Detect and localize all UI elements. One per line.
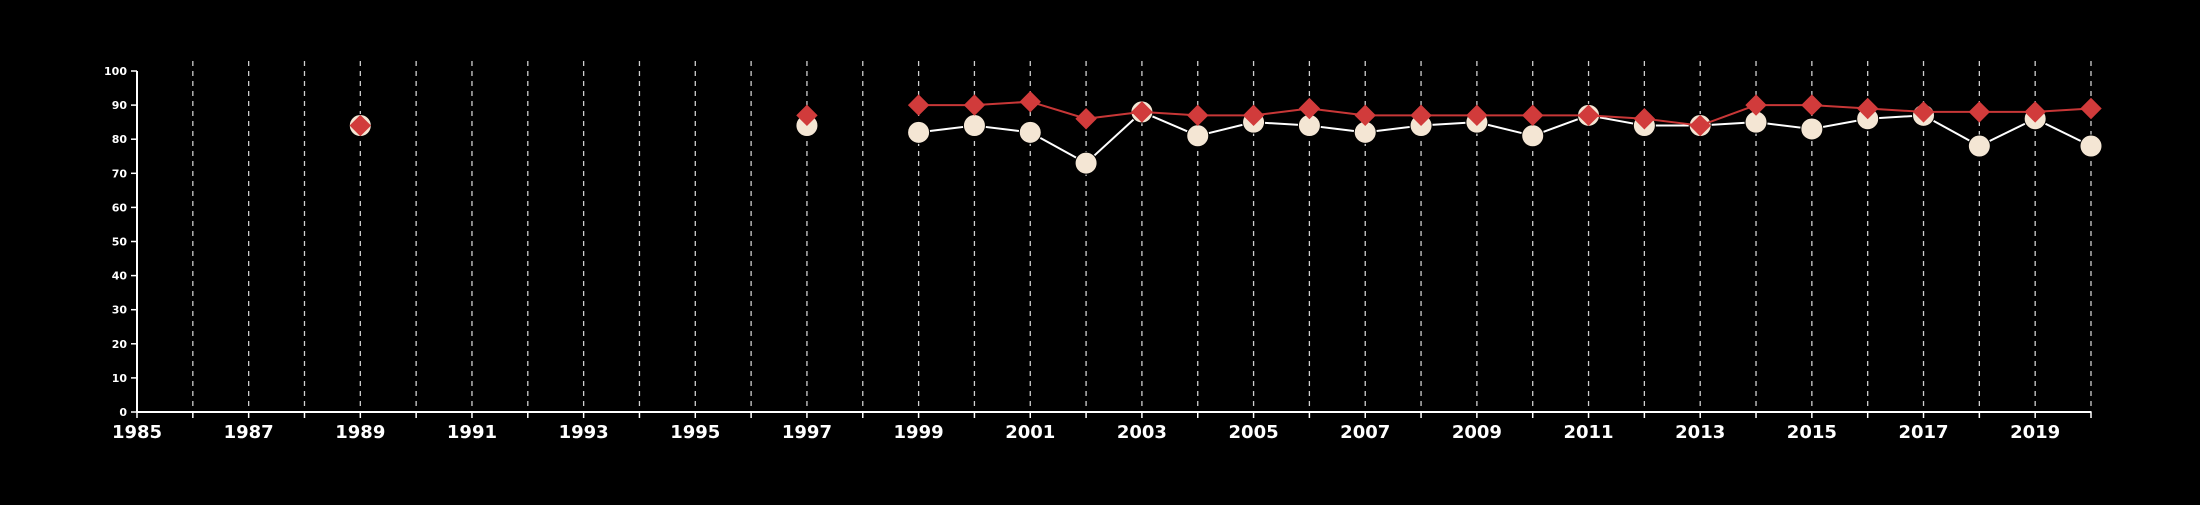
x-tick-label: 1987 xyxy=(224,422,274,443)
grid-lines xyxy=(192,61,2092,412)
data-point-diamond xyxy=(1689,114,1711,137)
x-tick-label: 1993 xyxy=(559,422,609,443)
data-point-diamond xyxy=(1354,104,1376,127)
data-point-diamond xyxy=(1522,104,1544,127)
series-circle xyxy=(348,100,2103,175)
data-point-diamond xyxy=(1298,97,1321,120)
data-point-diamond xyxy=(1745,94,1767,116)
data-point-diamond xyxy=(963,94,986,116)
data-point-diamond xyxy=(1801,94,1823,116)
x-tick-label: 1999 xyxy=(894,422,944,443)
y-tick-label: 20 xyxy=(112,338,128,351)
data-point-diamond xyxy=(1187,104,1209,127)
x-tick-label: 2011 xyxy=(1563,422,1613,443)
data-point-diamond xyxy=(1131,101,1153,123)
x-tick-label: 2013 xyxy=(1675,422,1725,443)
x-tick-label: 2009 xyxy=(1452,422,1502,443)
data-point-circle xyxy=(1967,134,1991,158)
data-point-diamond xyxy=(796,104,818,127)
x-tick-label: 2001 xyxy=(1005,422,1055,443)
series-diamond xyxy=(349,90,2102,137)
axes: 0 10 20 30 40 50 60 70 80 90 100 1985 1987 1989 1991 19… xyxy=(104,65,2092,443)
data-point-diamond xyxy=(1410,104,1432,127)
data-point-circle xyxy=(1018,120,1042,144)
y-tick-label: 90 xyxy=(112,99,128,112)
y-tick-label: 70 xyxy=(112,167,128,180)
x-tick-label: 1997 xyxy=(782,422,832,443)
y-tick-label: 80 xyxy=(112,133,128,146)
data-point-diamond xyxy=(349,114,372,137)
data-point-diamond xyxy=(1019,90,1041,113)
y-tick-label: 30 xyxy=(112,304,128,317)
data-point-circle xyxy=(907,120,931,144)
x-tick-label: 2019 xyxy=(2010,422,2060,443)
data-point-diamond xyxy=(1577,104,1600,127)
y-tick-label: 60 xyxy=(112,201,128,214)
data-point-diamond xyxy=(2024,101,2046,123)
data-point-diamond xyxy=(1968,101,1991,123)
data-point-circle xyxy=(1186,124,1210,148)
series-circle-segment xyxy=(1085,111,1143,164)
data-point-diamond xyxy=(1912,101,1935,123)
x-tick-label: 1989 xyxy=(335,422,385,443)
x-tick-label: 1985 xyxy=(112,422,162,443)
data-point-diamond xyxy=(1242,104,1265,127)
x-tick-label: 2017 xyxy=(1898,422,1948,443)
x-tick-label: 2005 xyxy=(1229,422,1279,443)
y-tick-label: 50 xyxy=(112,236,128,249)
data-point-diamond xyxy=(1466,104,1488,127)
data-point-diamond xyxy=(1856,97,1879,120)
y-tick-label: 100 xyxy=(104,65,127,78)
data-point-diamond xyxy=(1075,108,1097,130)
y-tick-label: 10 xyxy=(112,372,128,385)
y-tick-label: 0 xyxy=(119,406,127,419)
data-point-diamond xyxy=(1633,108,1656,130)
x-tick-label: 2003 xyxy=(1117,422,1167,443)
y-tick-label: 40 xyxy=(112,270,128,283)
data-point-circle xyxy=(1800,117,1824,141)
data-point-diamond xyxy=(2080,97,2102,120)
series-diamond-segment xyxy=(1699,104,1757,127)
series-diamond-segment xyxy=(1029,100,1087,120)
x-tick-label: 1991 xyxy=(447,422,497,443)
series-group xyxy=(348,90,2103,175)
data-point-circle xyxy=(1521,124,1545,148)
data-point-diamond xyxy=(907,94,930,116)
data-point-circle xyxy=(962,114,986,138)
x-tick-label: 1995 xyxy=(670,422,720,443)
x-tick-label: 2015 xyxy=(1787,422,1837,443)
x-tick-label: 2007 xyxy=(1340,422,1390,443)
data-point-circle xyxy=(1074,151,1098,175)
data-point-circle xyxy=(2079,134,2103,158)
